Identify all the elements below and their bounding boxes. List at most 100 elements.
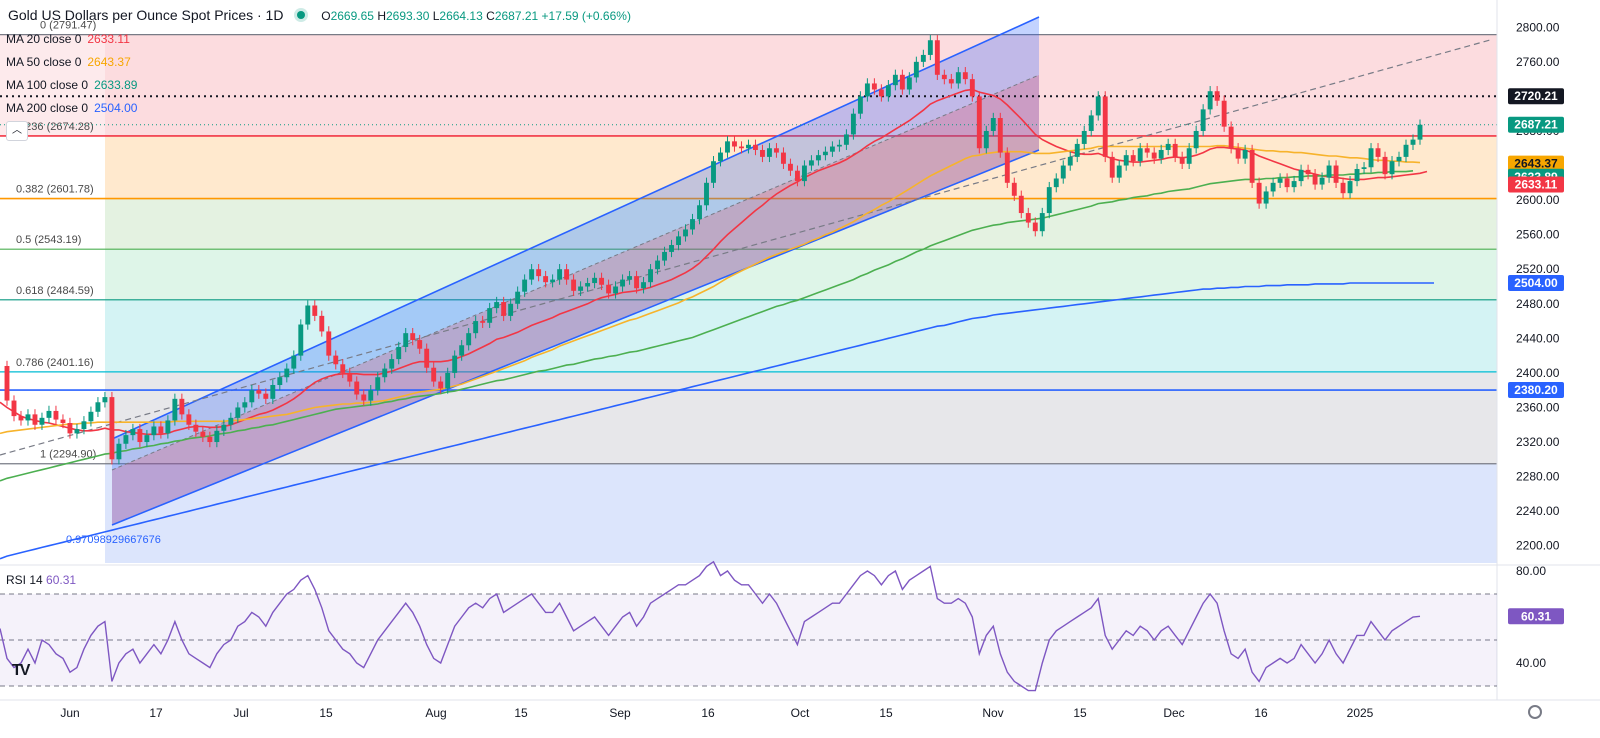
candle [990, 112, 996, 137]
candle-body [158, 426, 164, 434]
candle-body [151, 426, 157, 436]
candle [319, 310, 325, 337]
candle [1277, 173, 1283, 188]
candle-body [1403, 144, 1409, 157]
candle-body [676, 236, 681, 246]
candle-body [130, 429, 136, 436]
candle [1081, 125, 1087, 150]
rsi-legend[interactable]: RSI 14 60.31 [6, 573, 76, 587]
candle-body [899, 74, 905, 90]
candle-body [1221, 100, 1227, 127]
symbol-title[interactable]: Gold US Dollars per Ounce Spot Prices · … [8, 7, 284, 23]
fib-zone [105, 198, 1497, 250]
candle [487, 302, 493, 328]
candle-body [725, 141, 730, 153]
candle [144, 429, 150, 448]
candle-body [1123, 155, 1129, 166]
candle-body [74, 429, 80, 434]
candle [1347, 175, 1353, 199]
candle-body [892, 74, 898, 86]
candle-body [801, 165, 807, 182]
candle-body [1270, 182, 1276, 192]
candle [1095, 91, 1101, 121]
candle-body [1263, 191, 1269, 204]
candle-body [1130, 155, 1136, 162]
candle-body [1011, 182, 1017, 196]
candle-body [955, 72, 961, 84]
candle [1039, 207, 1045, 237]
price-tick-label: 2800.00 [1516, 20, 1560, 34]
ma20-legend[interactable]: MA 20 close 0 2633.11 [6, 32, 132, 46]
candle [67, 417, 73, 439]
candle-body [438, 381, 444, 389]
fib-label: 0.786 (2401.16) [16, 357, 94, 369]
candle-body [1186, 148, 1192, 164]
candle [641, 276, 646, 294]
candle [1165, 138, 1171, 156]
candle-body [515, 291, 521, 304]
candle [1158, 144, 1164, 164]
candle [1102, 91, 1108, 163]
candle [1200, 104, 1206, 137]
ohlc-readout: O2669.65 H2693.30 L2664.13 C2687.21 +17.… [321, 9, 631, 23]
candle [1375, 143, 1381, 163]
candle [913, 56, 919, 83]
chevron-up-icon[interactable]: ︿ [6, 121, 28, 141]
candle-body [871, 83, 877, 90]
candle [1410, 134, 1416, 150]
candle-body [11, 400, 17, 417]
candle [1403, 139, 1409, 163]
candle [501, 296, 507, 322]
candle [822, 146, 828, 161]
tradingview-logo-icon[interactable]: TV [12, 662, 30, 679]
candle-body [641, 282, 646, 289]
ma50-value: 2643.37 [87, 55, 131, 69]
candle-body [319, 315, 325, 332]
candle-body [787, 163, 793, 171]
candle-body [235, 407, 241, 418]
candle-body [39, 417, 45, 425]
candle-body [829, 146, 835, 152]
candle [648, 264, 653, 288]
ma200-legend[interactable]: MA 200 close 0 2504.00 [6, 101, 139, 115]
candle [361, 389, 367, 406]
ma50-line [0, 144, 1421, 435]
candle [298, 319, 304, 361]
candle [375, 372, 381, 396]
ma100-legend[interactable]: MA 100 close 0 2633.89 [6, 78, 139, 92]
candle-body [969, 79, 975, 97]
fib-label: 0 (2791.47) [40, 20, 96, 32]
candle [1263, 186, 1269, 209]
ma50-legend[interactable]: MA 50 close 0 2643.37 [6, 55, 133, 69]
fib-zone [105, 371, 1497, 464]
candle [1326, 160, 1332, 183]
candle [1025, 207, 1031, 228]
candle-body [878, 89, 884, 97]
candle [1053, 173, 1059, 193]
rsi-value: 60.31 [46, 573, 77, 587]
price-tag-label: 2504.00 [1514, 276, 1558, 290]
gear-icon[interactable] [1528, 705, 1542, 719]
candle-body [934, 40, 940, 75]
candle-body [270, 385, 276, 399]
candle-body [557, 269, 563, 280]
candle-body [53, 410, 59, 420]
candle [543, 270, 549, 288]
candle [4, 360, 10, 406]
candle-body [613, 286, 619, 294]
price-tick-label: 2440.00 [1516, 331, 1560, 345]
candle [878, 84, 884, 102]
candle-body [1319, 177, 1325, 185]
candle [983, 125, 989, 154]
candle-body [578, 286, 584, 291]
candle-body [1389, 161, 1395, 175]
candle [836, 139, 842, 152]
candle [690, 213, 695, 235]
candle [843, 129, 849, 150]
candle-body [1326, 165, 1332, 178]
candle-body [207, 436, 213, 443]
candle [1011, 177, 1017, 201]
candle-body [494, 302, 500, 309]
candle [850, 108, 856, 140]
